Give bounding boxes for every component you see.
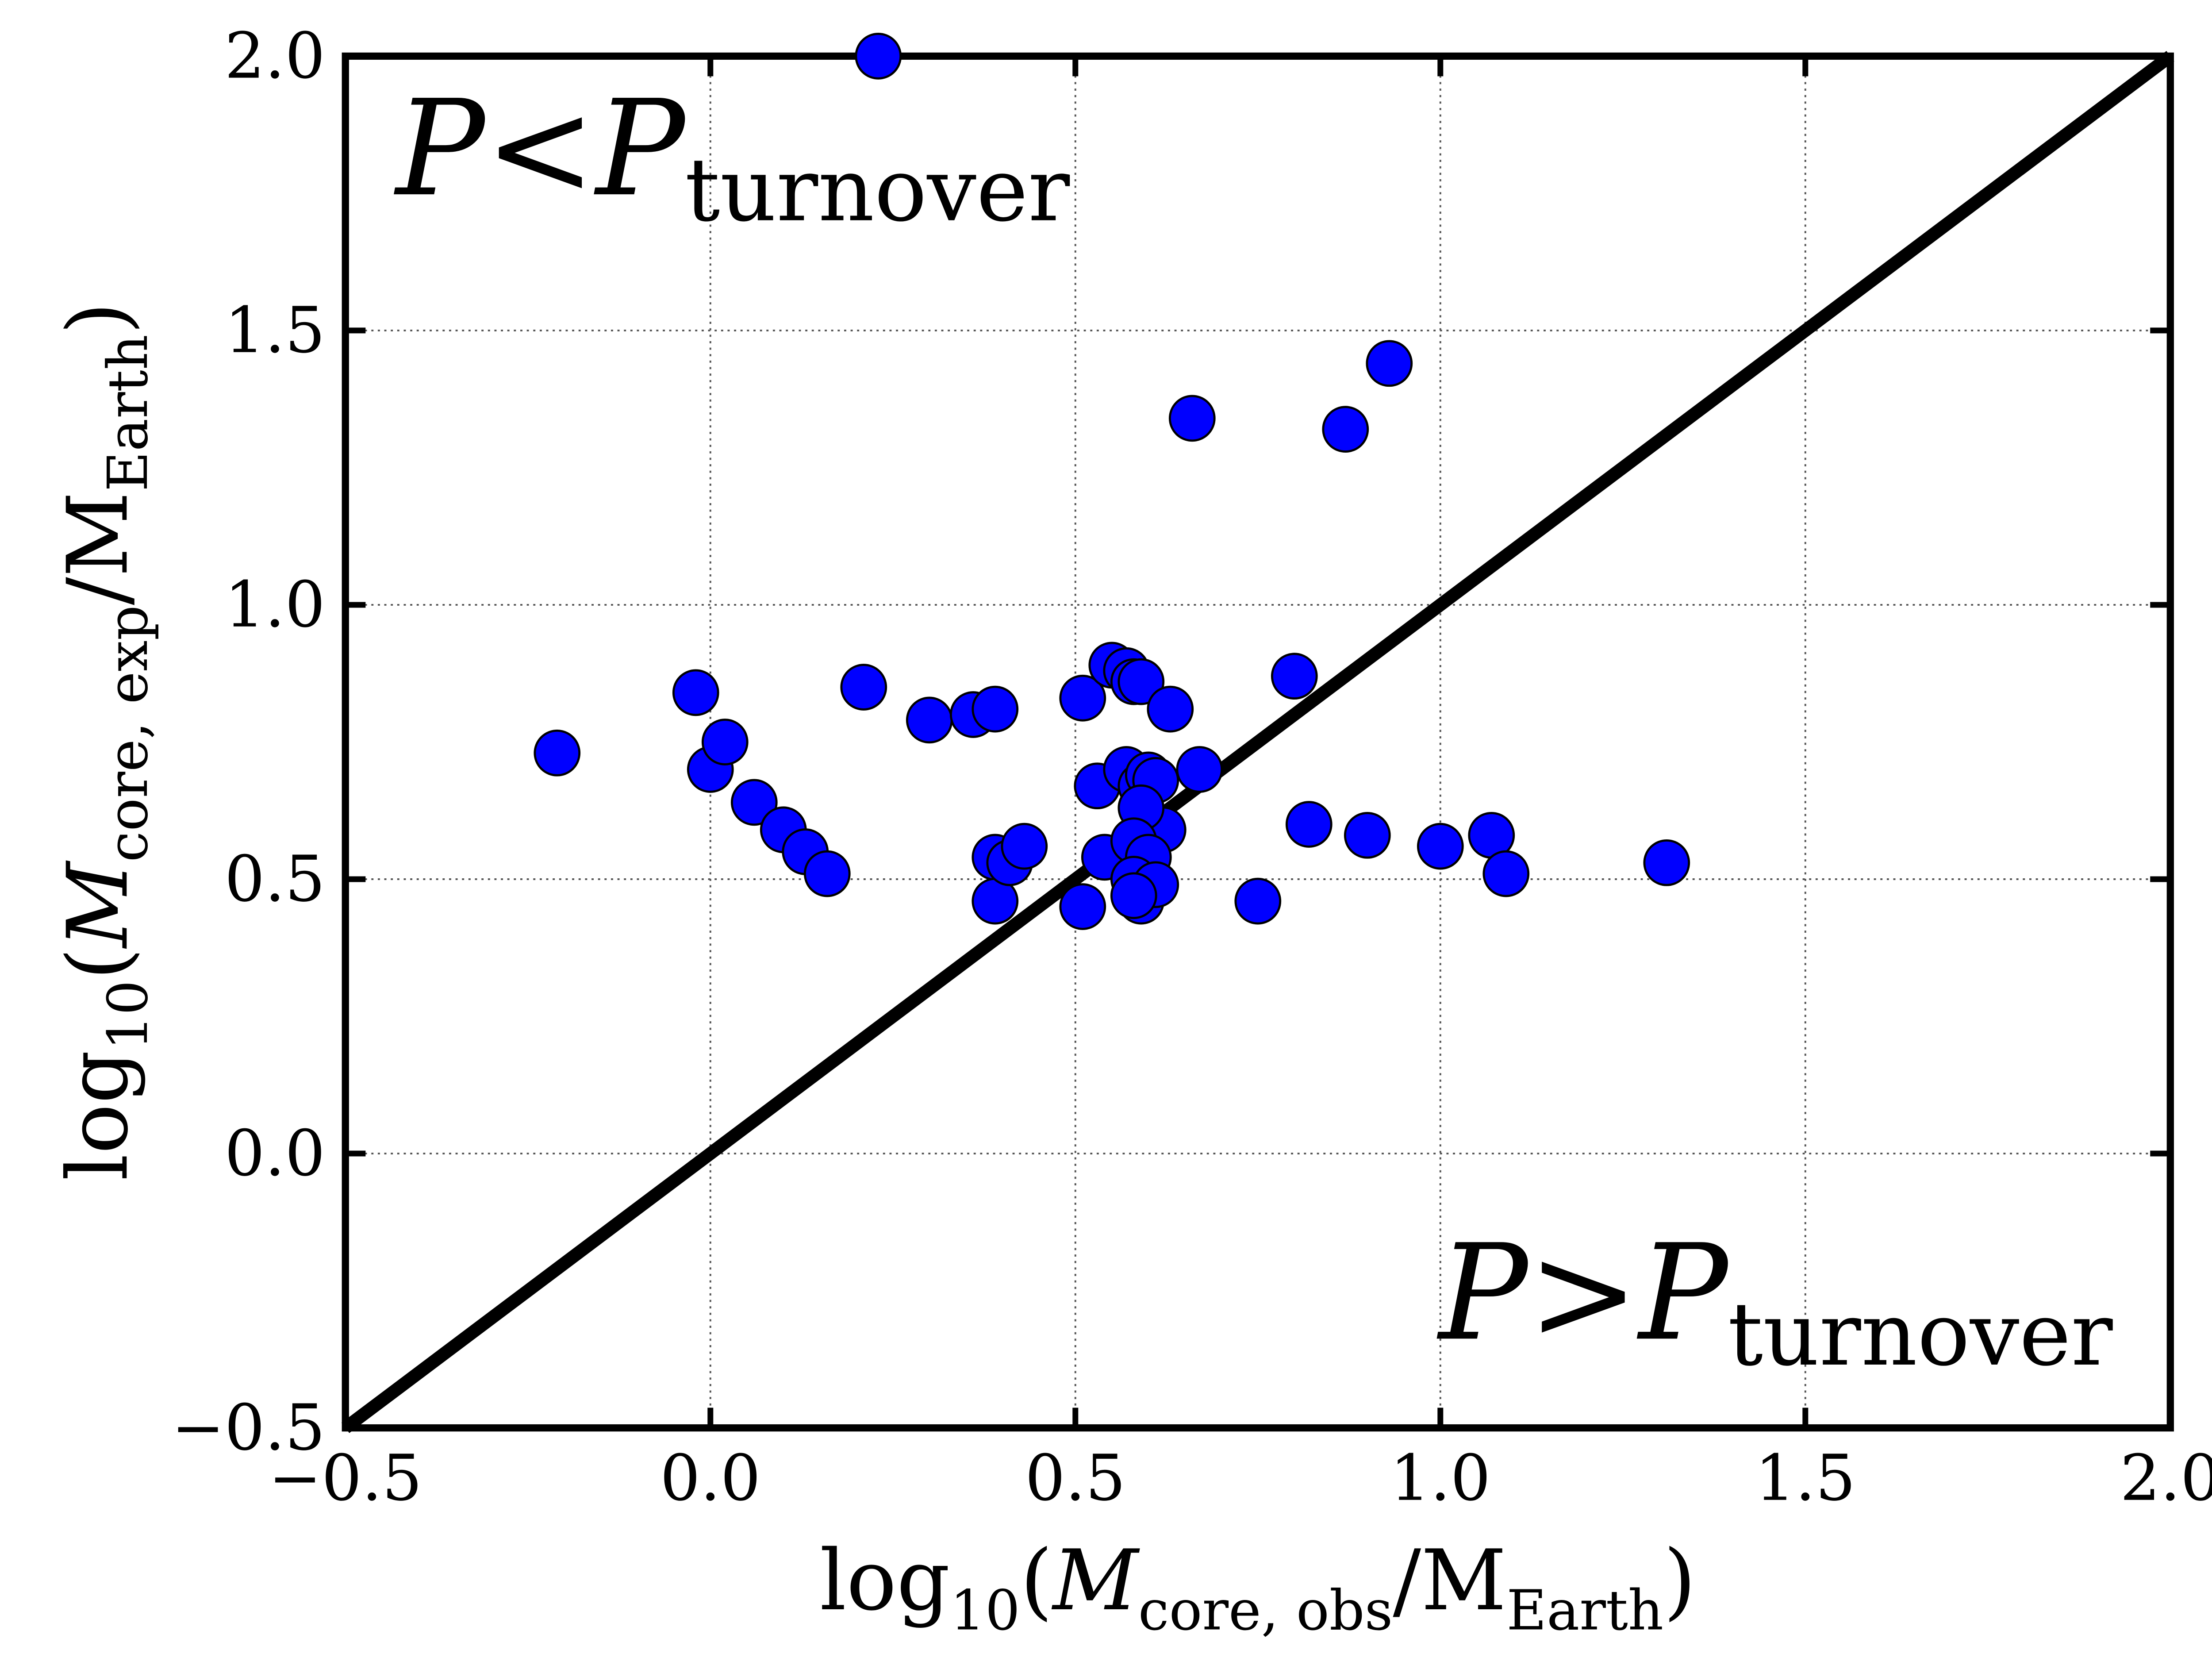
point: [855, 33, 902, 80]
y-label-part: ): [50, 302, 146, 335]
x-label-part: ): [1663, 1532, 1696, 1629]
y-label-part: Earth: [96, 335, 160, 492]
x-tick-label: 1.0: [1390, 1441, 1491, 1515]
y-tick-label: 1.0: [225, 568, 326, 642]
annotation-part: P: [394, 71, 487, 226]
point: [730, 779, 778, 826]
point: [1643, 839, 1690, 886]
annotation-part: P: [594, 71, 687, 226]
annotation-part: P: [1436, 1215, 1529, 1370]
point: [1482, 850, 1530, 897]
point: [534, 729, 581, 777]
x-label-part: (: [1020, 1532, 1053, 1629]
point: [1059, 674, 1106, 722]
point: [672, 669, 719, 716]
plot-frame: [342, 52, 2174, 1432]
point: [1366, 340, 1413, 387]
point: [1176, 746, 1223, 793]
x-label-part: 10: [950, 1579, 1020, 1643]
point: [1059, 883, 1106, 930]
point: [1118, 658, 1165, 705]
y-tick-label: 2.0: [225, 19, 326, 93]
x-tick-label: 1.5: [1755, 1441, 1856, 1515]
annotation: P<Pturnover: [394, 71, 1070, 241]
x-label-part: core, obs: [1138, 1579, 1393, 1643]
x-label-part: /M: [1393, 1532, 1506, 1629]
y-label-part: (: [50, 948, 146, 981]
annotation-part: P: [1637, 1215, 1730, 1370]
x-axis-label: log10(Mcore, obs/MEarth): [820, 1532, 1696, 1643]
x-tick-label: 2.0: [2120, 1441, 2212, 1515]
point: [972, 685, 1019, 733]
annotation: P>Pturnover: [1436, 1215, 2113, 1385]
point: [1344, 811, 1391, 859]
annotation-part: turnover: [685, 139, 1070, 241]
point: [1001, 823, 1048, 870]
y-label-part: core, exp: [96, 605, 160, 862]
x-tick-label: −0.5: [269, 1441, 422, 1515]
x-label-part: Earth: [1506, 1579, 1663, 1643]
point: [906, 696, 953, 744]
point: [840, 664, 887, 711]
y-tick-label: −0.5: [172, 1391, 326, 1465]
point: [1322, 406, 1369, 453]
y-label-part: log: [50, 1050, 146, 1181]
point: [1271, 653, 1318, 700]
y-label-part: /M: [50, 492, 146, 605]
annotation-part: >: [1528, 1215, 1639, 1370]
point: [1110, 872, 1157, 919]
y-tick-label: 0.0: [225, 1116, 326, 1190]
point: [1168, 395, 1216, 442]
annotation-part: <: [485, 71, 596, 226]
y-tick-label: 0.5: [225, 842, 326, 916]
y-label-part: 10: [96, 980, 160, 1050]
point: [701, 719, 749, 765]
y-label-part: M: [50, 860, 146, 949]
x-tick-label: 0.0: [660, 1441, 761, 1515]
x-tick-label: 0.5: [1025, 1441, 1126, 1515]
y-tick-label: 1.5: [225, 293, 326, 367]
point: [1147, 685, 1194, 733]
point: [1417, 823, 1464, 870]
point: [1234, 877, 1282, 925]
x-label-part: log: [820, 1532, 950, 1629]
point: [1285, 801, 1333, 848]
x-label-part: M: [1052, 1532, 1141, 1629]
identity-line: [341, 51, 2174, 1433]
y-axis-label: log10(Mcore, exp/MEarth): [50, 302, 160, 1181]
point: [803, 850, 851, 897]
annotation-part: turnover: [1728, 1284, 2113, 1385]
